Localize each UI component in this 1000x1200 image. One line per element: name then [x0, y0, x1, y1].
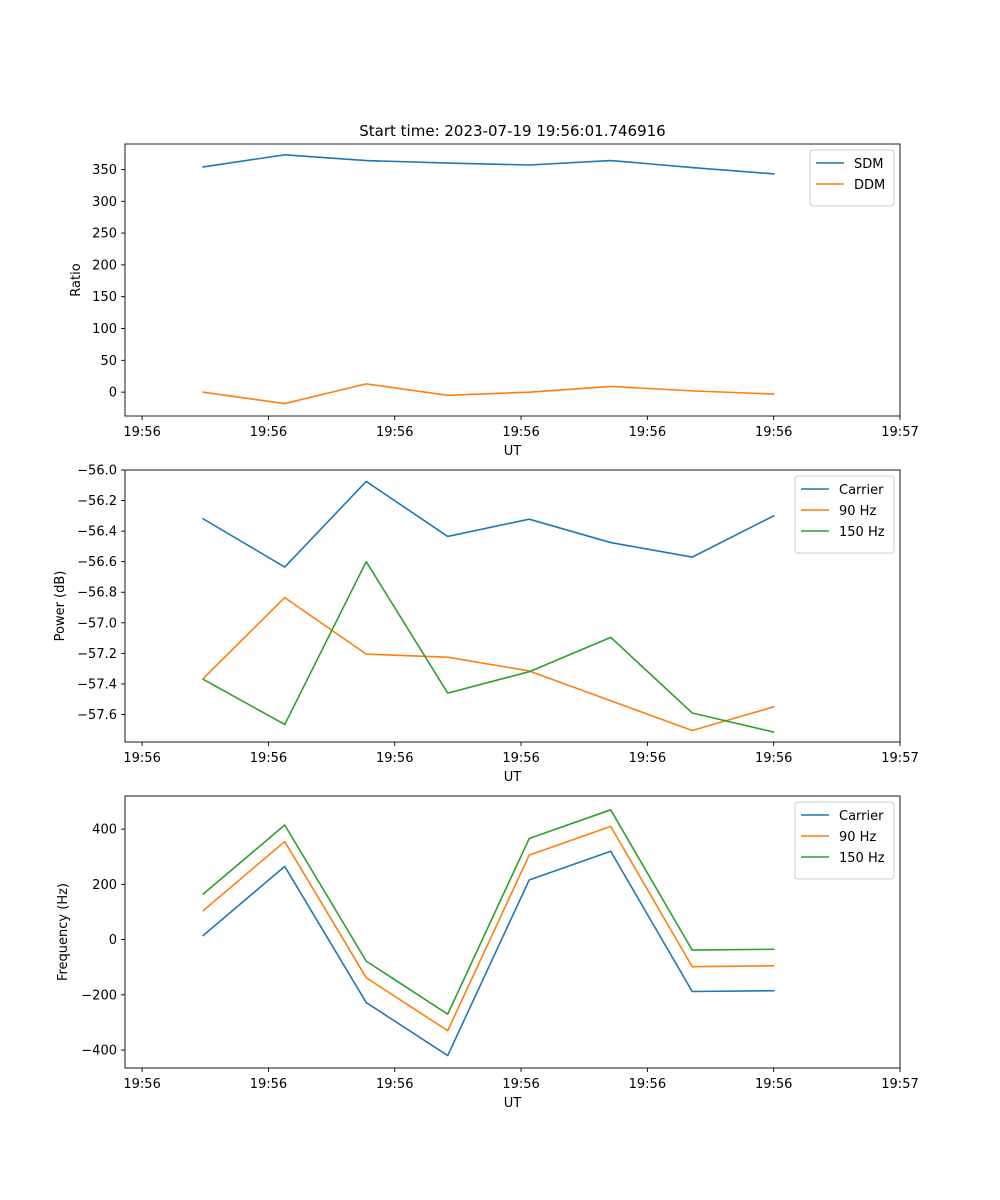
y-tick-label: 0 — [109, 933, 117, 948]
x-tick-label: 19:56 — [123, 751, 160, 766]
legend-label: SDM — [854, 157, 883, 172]
x-tick-label: 19:56 — [376, 425, 413, 440]
x-tick-label: 19:56 — [123, 1077, 160, 1092]
y-tick-label: 150 — [92, 290, 117, 305]
legend-label: DDM — [854, 178, 885, 193]
y-axis-label: Ratio — [69, 263, 84, 296]
y-tick-label: −56.8 — [77, 586, 117, 601]
x-tick-label: 19:56 — [755, 1077, 792, 1092]
x-axis-label: UT — [504, 770, 522, 785]
chart-title: Start time: 2023-07-19 19:56:01.746916 — [359, 122, 665, 140]
y-tick-label: 100 — [92, 322, 117, 337]
y-axis-label: Frequency (Hz) — [56, 883, 71, 981]
chart-panel-2: 19:56 19:56 19:56 19:56 19:56 19:56 19:57 −57.6… — [53, 464, 919, 786]
series-line-carrier — [202, 480, 775, 568]
x-tick-label: 19:56 — [629, 751, 666, 766]
axes-frame — [124, 143, 901, 417]
series-line-90-hz — [202, 596, 775, 732]
axes-frame — [124, 795, 901, 1069]
legend-box — [794, 475, 895, 554]
x-tick-label: 19:56 — [629, 1077, 666, 1092]
x-axis-label: UT — [504, 444, 522, 459]
y-tick-label: 200 — [92, 878, 117, 893]
y-tick-label: −57.4 — [77, 677, 117, 692]
y-axis-label: Power (dB) — [53, 571, 68, 642]
y-tick-label: −200 — [81, 988, 117, 1003]
y-tick-label: −400 — [81, 1044, 117, 1059]
y-tick-label: −56.6 — [77, 555, 117, 570]
x-tick-label: 19:56 — [250, 751, 287, 766]
legend: Carrier 90 Hz 150 Hz — [794, 475, 895, 554]
chart-panel-1: 19:56 19:56 19:56 19:56 19:56 19:56 19:57 0 50 10… — [69, 122, 919, 459]
x-tick-label: 19:56 — [629, 425, 666, 440]
y-tick-label: 0 — [109, 386, 117, 401]
x-tick-label: 19:56 — [755, 751, 792, 766]
legend: SDM DDM — [809, 149, 895, 207]
x-tick-label: 19:56 — [376, 1077, 413, 1092]
series-line-150-hz — [202, 560, 775, 734]
legend-label: Carrier — [839, 483, 884, 498]
x-tick-label: 19:56 — [250, 1077, 287, 1092]
y-tick-label: 350 — [92, 163, 117, 178]
y-tick-label: 300 — [92, 195, 117, 210]
legend-label: 90 Hz — [839, 504, 876, 519]
legend-box — [794, 801, 895, 880]
series-line-ddm — [202, 383, 775, 405]
x-tick-label: 19:56 — [123, 425, 160, 440]
y-tick-label: −57.0 — [77, 616, 117, 631]
x-tick-label: 19:56 — [376, 751, 413, 766]
series-line-150-hz — [202, 809, 775, 1015]
y-tick-label: 200 — [92, 258, 117, 273]
x-axis-label: UT — [504, 1096, 522, 1111]
x-tick-label: 19:57 — [881, 1077, 918, 1092]
legend-label: 150 Hz — [839, 525, 885, 540]
series-line-90-hz — [202, 825, 775, 1032]
series-line-sdm — [202, 154, 775, 175]
y-tick-label: 400 — [92, 823, 117, 838]
x-tick-label: 19:56 — [502, 1077, 539, 1092]
y-tick-label: −57.2 — [77, 647, 117, 662]
y-tick-label: 50 — [100, 354, 117, 369]
y-tick-label: −57.6 — [77, 708, 117, 723]
x-tick-label: 19:56 — [502, 751, 539, 766]
legend-label: 90 Hz — [839, 830, 876, 845]
series-line-carrier — [202, 850, 775, 1057]
y-tick-label: −56.0 — [77, 464, 117, 479]
legend-label: 150 Hz — [839, 851, 885, 866]
y-tick-label: −56.4 — [77, 525, 117, 540]
y-tick-label: 250 — [92, 227, 117, 242]
x-tick-label: 19:57 — [881, 425, 918, 440]
x-tick-label: 19:56 — [502, 425, 539, 440]
x-tick-label: 19:56 — [250, 425, 287, 440]
axes-frame — [124, 469, 901, 743]
legend-label: Carrier — [839, 809, 884, 824]
chart-panel-3: 19:56 19:56 19:56 19:56 19:56 19:56 19:57 −400 −… — [56, 795, 919, 1111]
x-tick-label: 19:56 — [755, 425, 792, 440]
x-tick-label: 19:57 — [881, 751, 918, 766]
legend: Carrier 90 Hz 150 Hz — [794, 801, 895, 880]
legend-box — [809, 149, 895, 207]
y-tick-label: −56.2 — [77, 494, 117, 509]
